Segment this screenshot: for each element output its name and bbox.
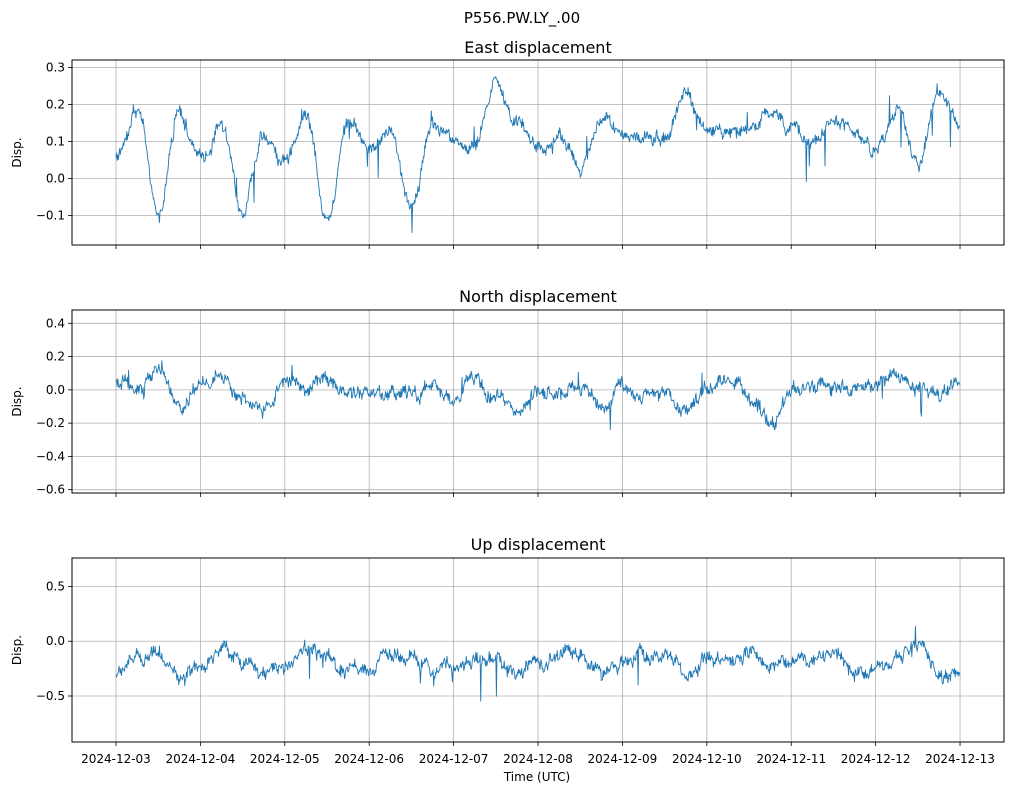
- x-tick-label: 2024-12-10: [672, 752, 742, 766]
- x-tick-label: 2024-12-08: [503, 752, 573, 766]
- displacement-series-line: [115, 360, 961, 431]
- y-tick-label: −0.2: [36, 416, 65, 430]
- subplot-3: Up displacement Disp. 2024-12-03 2024-12-04…: [10, 535, 1005, 766]
- axes-frame: [71, 557, 1005, 743]
- subplot-title: North displacement: [459, 287, 617, 306]
- y-axis-label: Disp.: [10, 635, 24, 665]
- y-tick-label: 0.1: [46, 134, 65, 148]
- y-tick-label: 0.3: [46, 60, 65, 74]
- y-tick-label: 0.2: [46, 350, 65, 364]
- y-tick-label: −0.6: [36, 483, 65, 497]
- x-tick-label: 2024-12-05: [250, 752, 320, 766]
- x-tick-label: 2024-12-06: [334, 752, 404, 766]
- subplot-2: North displacement Disp. 0.4 0.2 0.0 −0.2 −0.4…: [10, 287, 1005, 497]
- displacement-series-line: [115, 76, 961, 233]
- y-tick-label: −0.5: [36, 689, 65, 703]
- x-tick-label: 2024-12-12: [841, 752, 911, 766]
- x-tick-label: 2024-12-13: [925, 752, 995, 766]
- y-tick-label: −0.1: [36, 208, 65, 222]
- y-tick-label: 0.4: [46, 316, 65, 330]
- x-tick-label: 2024-12-03: [81, 752, 151, 766]
- x-tick-label: 2024-12-11: [756, 752, 826, 766]
- y-tick-label: 0.0: [46, 383, 65, 397]
- displacement-series-line: [115, 625, 961, 702]
- axes-frame: [71, 309, 1005, 494]
- x-tick-label: 2024-12-04: [165, 752, 235, 766]
- subplot-panels: East displacement Disp. 0.3 0.2 0.1 0.0 −0.1 No…: [10, 38, 1005, 766]
- y-tick-label: −0.4: [36, 449, 65, 463]
- x-tick-label: 2024-12-09: [588, 752, 658, 766]
- x-tick-label: 2024-12-07: [419, 752, 489, 766]
- axes-frame: [71, 59, 1005, 246]
- y-tick-label: 0.5: [46, 579, 65, 593]
- figure-suptitle: P556.PW.LY_.00: [464, 9, 580, 28]
- y-tick-label: 0.0: [46, 171, 65, 185]
- subplot-title: Up displacement: [471, 535, 606, 554]
- x-axis-label: Time (UTC): [503, 770, 570, 784]
- subplot-1: East displacement Disp. 0.3 0.2 0.1 0.0 −0.1: [10, 38, 1005, 249]
- subplot-title: East displacement: [464, 38, 611, 57]
- y-tick-label: 0.2: [46, 97, 65, 111]
- y-axis-label: Disp.: [10, 137, 24, 167]
- y-axis-label: Disp.: [10, 386, 24, 416]
- y-tick-label: 0.0: [46, 634, 65, 648]
